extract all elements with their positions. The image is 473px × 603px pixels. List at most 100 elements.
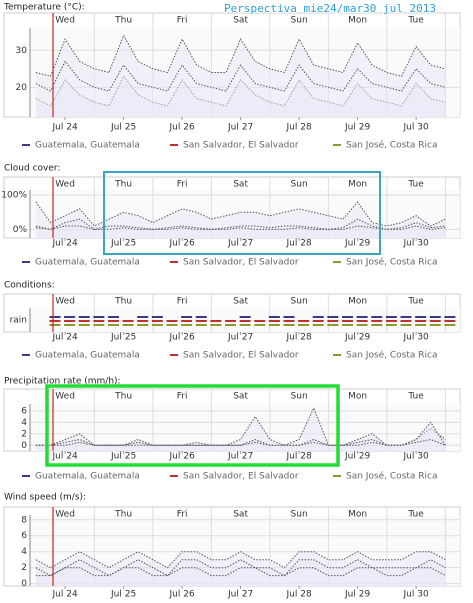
x-tick-label: Jul 24 bbox=[52, 239, 78, 249]
day-label: Wed bbox=[55, 510, 75, 520]
y-tick-label: 6 bbox=[21, 406, 27, 416]
condition-mark bbox=[327, 320, 339, 322]
condition-mark bbox=[415, 324, 427, 326]
day-label: Mon bbox=[348, 16, 367, 26]
day-label: Sat bbox=[233, 510, 248, 520]
day-label: Fri bbox=[177, 180, 188, 190]
x-tick-label: Jul 27 bbox=[227, 590, 253, 600]
y-tick-label: 2 bbox=[21, 429, 27, 439]
x-tick-label: Jul 28 bbox=[286, 333, 312, 343]
legend-label: San Salvador, El Salvador bbox=[183, 258, 299, 268]
condition-mark bbox=[166, 324, 178, 326]
condition-mark bbox=[78, 324, 90, 326]
panel-title: Temperature (°C): bbox=[3, 3, 85, 13]
day-label: Sun bbox=[291, 16, 308, 26]
condition-mark bbox=[371, 320, 383, 322]
x-tick-label: Jul 25 bbox=[110, 590, 136, 600]
condition-mark bbox=[93, 316, 105, 318]
day-label: Mon bbox=[348, 392, 367, 402]
legend-label: San José, Costa Rica bbox=[346, 471, 438, 482]
condition-mark bbox=[283, 324, 295, 326]
x-tick-label: Jul 28 bbox=[286, 239, 312, 249]
condition-mark bbox=[400, 324, 412, 326]
condition-mark bbox=[327, 324, 339, 326]
y-tick-label: 20 bbox=[16, 83, 28, 93]
condition-mark bbox=[312, 324, 324, 326]
day-label: Sun bbox=[291, 180, 308, 190]
y-tick-label: 0% bbox=[13, 225, 28, 235]
y-tick-label: 4 bbox=[21, 418, 27, 428]
day-label: Tue bbox=[407, 510, 424, 520]
day-label: Fri bbox=[177, 510, 188, 520]
condition-mark bbox=[298, 320, 310, 322]
x-tick-label: Jul 26 bbox=[169, 452, 195, 462]
legend-label: San José, Costa Rica bbox=[346, 257, 438, 268]
day-label: Sat bbox=[233, 16, 248, 26]
condition-mark bbox=[137, 316, 149, 318]
condition-mark bbox=[312, 316, 324, 318]
condition-mark bbox=[239, 316, 251, 318]
condition-mark bbox=[64, 320, 76, 322]
condition-mark bbox=[181, 324, 193, 326]
x-tick-label: Jul 25 bbox=[110, 123, 136, 133]
legend-label: San José, Costa Rica bbox=[346, 350, 438, 361]
day-label: Wed bbox=[55, 297, 75, 307]
day-label: Mon bbox=[348, 297, 367, 307]
condition-mark bbox=[64, 316, 76, 318]
series-line bbox=[35, 551, 446, 569]
day-label: Sun bbox=[291, 297, 308, 307]
condition-mark bbox=[327, 316, 339, 318]
condition-mark bbox=[341, 316, 353, 318]
condition-mark bbox=[195, 316, 207, 318]
condition-mark bbox=[64, 324, 76, 326]
condition-mark bbox=[371, 316, 383, 318]
condition-mark bbox=[254, 320, 266, 322]
x-tick-label: Jul 26 bbox=[169, 123, 195, 133]
x-tick-label: Jul 24 bbox=[52, 123, 78, 133]
series-area bbox=[35, 408, 446, 451]
day-label: Thu bbox=[114, 297, 132, 307]
condition-mark bbox=[415, 316, 427, 318]
day-label: Fri bbox=[177, 297, 188, 307]
legend-label: San Salvador, El Salvador bbox=[183, 472, 299, 482]
series-line bbox=[35, 559, 446, 577]
condition-mark bbox=[385, 320, 397, 322]
panel-title: Conditions: bbox=[4, 281, 55, 291]
day-label: Wed bbox=[55, 180, 75, 190]
x-tick-label: Jul 24 bbox=[52, 590, 78, 600]
x-tick-label: Jul 29 bbox=[344, 333, 370, 343]
condition-mark bbox=[151, 316, 163, 318]
y-tick-label: 0 bbox=[21, 579, 27, 589]
x-tick-label: Jul 26 bbox=[169, 239, 195, 249]
x-tick-label: Jul 30 bbox=[403, 590, 429, 600]
x-tick-label: Jul 28 bbox=[286, 590, 312, 600]
y-tick-label: 0 bbox=[21, 441, 27, 451]
x-tick-label: Jul 27 bbox=[227, 239, 253, 249]
highlight-box bbox=[45, 384, 340, 467]
x-tick-label: Jul 30 bbox=[403, 239, 429, 249]
x-tick-label: Jul 26 bbox=[169, 333, 195, 343]
x-tick-label: Jul 29 bbox=[344, 452, 370, 462]
y-tick-label: 8 bbox=[21, 515, 27, 525]
day-label: Tue bbox=[407, 297, 424, 307]
legend-label: Guatemala, Guatemala bbox=[35, 472, 140, 482]
condition-mark bbox=[356, 320, 368, 322]
y-tick-label: 30 bbox=[16, 46, 28, 56]
series-area bbox=[35, 559, 446, 586]
x-tick-label: Jul 30 bbox=[403, 333, 429, 343]
condition-mark bbox=[93, 324, 105, 326]
condition-mark bbox=[400, 316, 412, 318]
condition-mark bbox=[444, 320, 456, 322]
condition-mark bbox=[122, 324, 134, 326]
day-label: Tue bbox=[407, 16, 424, 26]
y-tick-label: 100% bbox=[1, 191, 27, 201]
condition-mark bbox=[268, 324, 280, 326]
highlight-box bbox=[103, 171, 381, 255]
series-line bbox=[35, 567, 446, 577]
series-area bbox=[35, 219, 446, 238]
x-tick-label: Jul 27 bbox=[227, 452, 253, 462]
condition-mark bbox=[371, 324, 383, 326]
legend-label: Guatemala, Guatemala bbox=[35, 351, 140, 361]
condition-mark bbox=[415, 320, 427, 322]
